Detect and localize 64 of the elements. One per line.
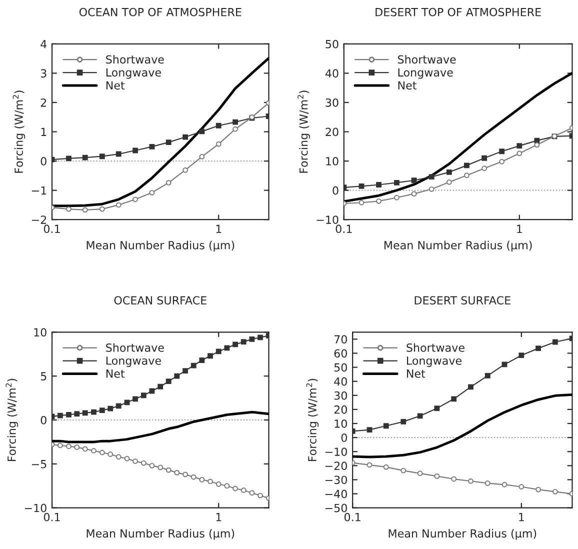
y-tick-label: 2	[40, 98, 46, 107]
y-tick-label: 40	[325, 69, 338, 78]
x-axis-title: Mean Number Radius (μm)	[388, 528, 536, 540]
y-tick-label: −30	[325, 476, 347, 484]
legend-label: Longwave	[106, 356, 161, 367]
legend-label: Shortwave	[106, 343, 164, 352]
y-axis-title: Forcing (W/m$^{2}$)	[306, 378, 319, 462]
y-tick-label: −1	[32, 186, 46, 195]
legend-label: Longwave	[407, 356, 462, 367]
x-tick-label: 0.1	[344, 512, 360, 522]
y-axis-title: Forcing (W/m$^{2}$)	[12, 90, 26, 173]
y-tick-label: −5	[32, 460, 46, 468]
x-tick-label: 1	[216, 224, 222, 233]
x-axis-title: Mean Number Radius (μm)	[86, 528, 234, 540]
y-tick-label: 60	[334, 349, 347, 358]
y-tick-label: 0	[40, 416, 46, 424]
y-tick-label: 10	[34, 328, 46, 337]
y-tick-label: −2	[32, 216, 46, 224]
x-tick-label: 0.1	[44, 512, 60, 522]
y-tick-label: 20	[334, 405, 347, 414]
y-axis-title: Forcing (W/m$^{2}$)	[6, 378, 18, 462]
legend-label: Shortwave	[406, 343, 464, 352]
y-tick-label: 70	[334, 335, 347, 344]
y-tick-label: 4	[40, 40, 47, 48]
y-tick-label: 0	[341, 434, 347, 442]
y-tick-label: 40	[334, 377, 347, 386]
x-axis-title: Mean Number Radius (μm)	[86, 240, 234, 252]
x-axis-title: Mean Number Radius (μm)	[384, 240, 532, 252]
y-tick-label: −10	[316, 216, 338, 224]
y-tick-label: 3	[40, 69, 46, 78]
y-tick-label: −40	[325, 490, 347, 498]
chart-title: DESERT SURFACE	[414, 296, 510, 305]
y-tick-label: 0	[40, 157, 46, 166]
x-tick-label: 1	[216, 513, 222, 522]
legend-label: Longwave	[398, 68, 453, 79]
y-tick-label: −10	[325, 448, 347, 456]
x-tick-label: 1	[517, 224, 522, 233]
legend-label: Shortwave	[106, 55, 164, 64]
y-tick-label: −50	[325, 504, 347, 512]
x-tick-label: 0.1	[44, 224, 60, 234]
y-tick-label: 50	[326, 40, 338, 48]
y-tick-label: 10	[334, 419, 347, 428]
legend-label: Shortwave	[398, 55, 456, 64]
y-tick-label: −20	[325, 462, 347, 470]
legend-label: Longwave	[106, 68, 161, 79]
y-tick-label: 30	[326, 98, 338, 107]
y-tick-label: 50	[334, 363, 347, 372]
y-tick-label: 20	[326, 128, 338, 136]
x-tick-label: 0.1	[336, 224, 352, 234]
y-tick-label: 0	[332, 186, 338, 195]
chart-title: DESERT TOP OF ATMOSPHERE	[376, 8, 541, 16]
y-tick-label: 30	[334, 391, 347, 400]
x-tick-label: 1	[519, 513, 524, 522]
y-tick-label: 1	[41, 128, 46, 136]
y-axis-title: Forcing (W/m$^{2}$)	[298, 90, 310, 173]
legend-label: Net	[106, 81, 125, 90]
y-tick-label: −10	[24, 504, 46, 512]
legend-label: Net	[407, 370, 426, 378]
y-tick-label: 5	[40, 372, 46, 380]
y-tick-label: 10	[326, 157, 338, 166]
legend-label: Net	[106, 370, 125, 378]
chart-title: OCEAN SURFACE	[114, 296, 206, 305]
chart-title: OCEAN TOP OF ATMOSPHERE	[79, 8, 242, 16]
legend-label: Net	[398, 81, 416, 90]
